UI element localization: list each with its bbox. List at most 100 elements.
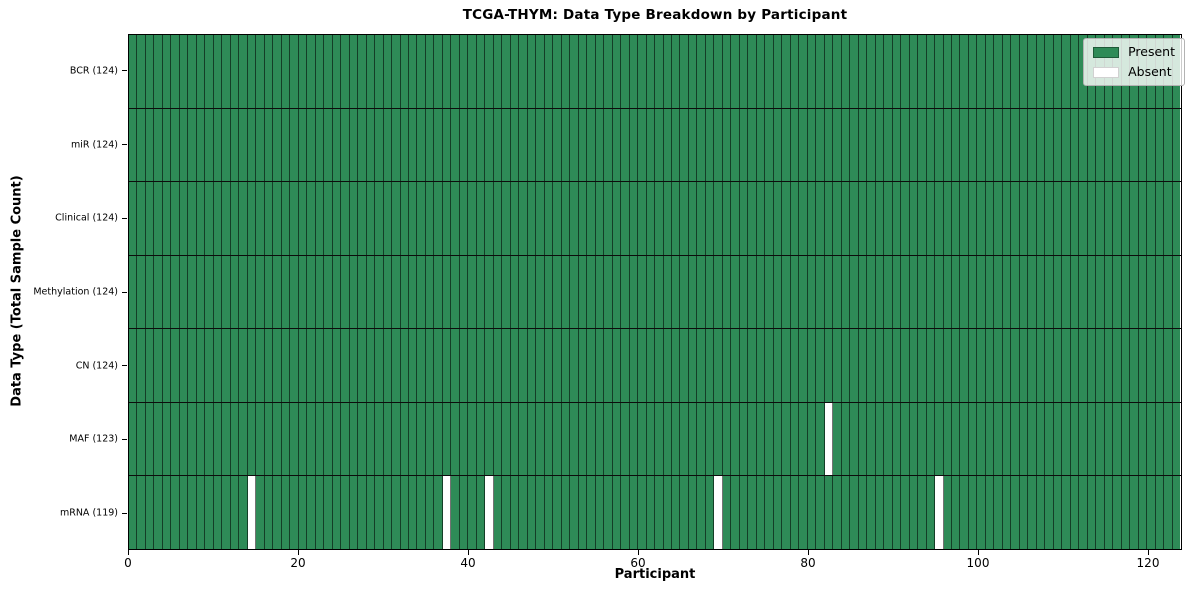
heatmap-cell	[171, 255, 180, 329]
heatmap-cell	[765, 108, 774, 182]
heatmap-cell	[1130, 329, 1139, 402]
heatmap-cell	[1130, 476, 1139, 550]
heatmap-cell	[841, 108, 851, 182]
heatmap-cell	[264, 329, 274, 402]
heatmap-cell	[587, 182, 596, 255]
heatmap-cell	[867, 402, 876, 476]
heatmap-cell	[1053, 329, 1063, 402]
heatmap-cell	[264, 255, 274, 329]
heatmap-cell	[222, 108, 231, 182]
heatmap-cell	[137, 35, 146, 108]
heatmap-cell	[1155, 255, 1165, 329]
heatmap-cell	[765, 329, 774, 402]
heatmap-cell	[154, 255, 163, 329]
heatmap-cell	[918, 255, 927, 329]
heatmap-cell	[332, 476, 342, 550]
heatmap-cell	[867, 108, 876, 182]
heatmap-cell	[1172, 402, 1181, 476]
heatmap-cell	[570, 476, 579, 550]
heatmap-cell	[977, 476, 986, 550]
heatmap-cell	[1002, 255, 1012, 329]
heatmap-cell	[502, 35, 511, 108]
heatmap-cell	[349, 402, 359, 476]
heatmap-cell	[392, 255, 401, 329]
heatmap-cell	[705, 402, 715, 476]
heatmap-cell	[1019, 35, 1029, 108]
heatmap-cell	[621, 476, 630, 550]
heatmap-cell	[799, 255, 808, 329]
heatmap-cell	[536, 182, 545, 255]
heatmap-cell	[739, 329, 749, 402]
heatmap-cell	[1104, 182, 1114, 255]
heatmap-cell	[1155, 108, 1165, 182]
heatmap-cell	[129, 108, 138, 182]
heatmap-cell	[129, 402, 138, 476]
heatmap-cell	[247, 402, 257, 476]
heatmap-cell	[1121, 255, 1131, 329]
heatmap-cell	[1036, 182, 1046, 255]
heatmap-cell	[527, 402, 537, 476]
heatmap-cell	[884, 255, 893, 329]
heatmap-cell	[485, 108, 494, 182]
heatmap-cell	[850, 182, 859, 255]
heatmap-cell	[230, 255, 240, 329]
heatmap-cell	[1028, 402, 1037, 476]
heatmap-cell	[977, 108, 986, 182]
heatmap-cell	[1147, 329, 1156, 402]
heatmap-cell	[171, 402, 180, 476]
heatmap-cell	[375, 255, 384, 329]
heatmap-cell	[1019, 255, 1029, 329]
heatmap-cell	[561, 35, 571, 108]
heatmap-cell	[485, 35, 494, 108]
heatmap-cell	[1011, 329, 1020, 402]
heatmap-cell	[519, 35, 528, 108]
heatmap-cell	[179, 35, 189, 108]
heatmap-cell	[1011, 108, 1020, 182]
heatmap-cell	[841, 329, 851, 402]
heatmap-cell	[536, 476, 545, 550]
heatmap-cell	[655, 182, 664, 255]
heatmap-cell	[570, 255, 579, 329]
y-tick-label: MAF (123)	[69, 433, 118, 445]
heatmap-cell	[510, 476, 520, 550]
heatmap-cell	[264, 182, 274, 255]
heatmap-cell	[400, 255, 409, 329]
heatmap-cell	[918, 329, 927, 402]
heatmap-cell	[392, 329, 401, 402]
heatmap-cell	[909, 108, 919, 182]
heatmap-cell	[714, 108, 723, 182]
heatmap-cell	[951, 255, 961, 329]
heatmap-cell	[977, 35, 986, 108]
heatmap-cell	[281, 108, 291, 182]
heatmap-cell	[519, 402, 528, 476]
heatmap-cell	[824, 255, 834, 329]
heatmap-cell	[799, 402, 808, 476]
heatmap-cell	[680, 329, 689, 402]
heatmap-cell	[162, 182, 172, 255]
heatmap-cell	[442, 476, 452, 550]
heatmap-cell	[544, 476, 554, 550]
heatmap-cell	[298, 182, 308, 255]
heatmap-cell	[782, 255, 791, 329]
heatmap-cell	[1087, 329, 1097, 402]
heatmap-cell	[672, 108, 681, 182]
heatmap-cell	[773, 108, 783, 182]
heatmap-cell	[527, 35, 537, 108]
heatmap-cell	[1011, 402, 1020, 476]
heatmap-cell	[807, 255, 817, 329]
heatmap-cell	[400, 329, 409, 402]
heatmap-cell	[332, 402, 342, 476]
heatmap-cell	[553, 255, 562, 329]
heatmap-cell	[1062, 329, 1071, 402]
heatmap-cell	[230, 329, 240, 402]
heatmap-cell	[451, 255, 460, 329]
heatmap-cell	[332, 182, 342, 255]
heatmap-cell	[604, 35, 613, 108]
heatmap-cell	[688, 402, 698, 476]
heatmap-cell	[1130, 108, 1139, 182]
heatmap-cell	[782, 476, 791, 550]
heatmap-cell	[493, 182, 503, 255]
heatmap-cell	[1087, 108, 1097, 182]
heatmap-cell	[621, 402, 630, 476]
heatmap-cell	[918, 108, 927, 182]
